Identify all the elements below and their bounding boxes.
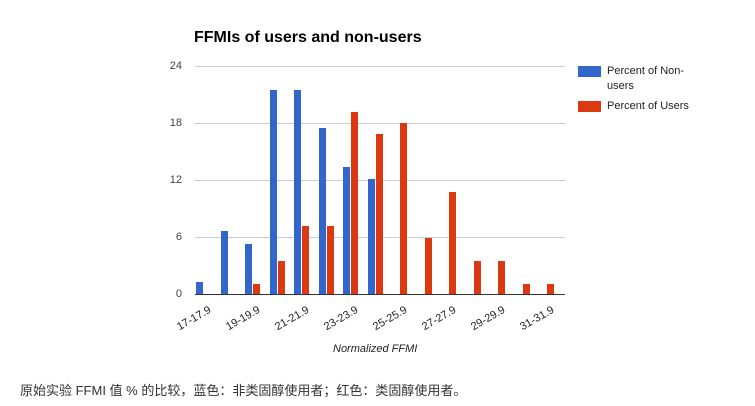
chart-title: FFMIs of users and non-users (194, 29, 422, 46)
x-tick: 23-23.9 (321, 304, 360, 334)
bar-users-29-29.9[interactable] (498, 260, 506, 294)
gridline (195, 66, 565, 67)
bar-non-users-18-18.9[interactable] (220, 231, 228, 294)
bar-non-users-23-23.9[interactable] (343, 166, 351, 294)
plot-area (195, 66, 565, 295)
x-tick: 19-19.9 (223, 304, 262, 334)
bar-users-21-21.9[interactable] (302, 225, 310, 294)
bar-non-users-24-24.9[interactable] (367, 179, 375, 294)
gridline (195, 123, 565, 124)
y-tick-0: 0 (175, 288, 182, 300)
bar-non-users-21-21.9[interactable] (294, 89, 302, 294)
y-tick-18: 18 (169, 117, 182, 129)
x-tick: 31-31.9 (517, 304, 556, 334)
y-tick-6: 6 (175, 231, 182, 243)
bar-users-24-24.9[interactable] (375, 134, 383, 294)
x-tick: 25-25.9 (370, 304, 409, 334)
x-axis-line (195, 294, 565, 295)
bar-users-30-30.9[interactable] (522, 283, 530, 294)
x-axis-label: Normalized FFMI (333, 343, 418, 355)
bar-users-26-26.9[interactable] (424, 237, 432, 294)
bar-users-31-31.9[interactable] (547, 283, 555, 294)
bar-users-20-20.9[interactable] (277, 260, 285, 294)
bar-non-users-20-20.9[interactable] (269, 89, 277, 294)
bar-non-users-19-19.9[interactable] (245, 243, 253, 294)
bar-users-19-19.9[interactable] (253, 283, 261, 294)
figure-caption: 原始实验 FFMI 值 % 的比较，蓝色：非类固醇使用者；红色：类固醇使用者。 (20, 383, 467, 398)
legend-swatch-red (578, 101, 601, 112)
bar-users-25-25.9[interactable] (400, 123, 408, 294)
bar-users-23-23.9[interactable] (351, 111, 359, 294)
x-tick: 17-17.9 (174, 304, 213, 334)
bar-users-22-22.9[interactable] (326, 225, 334, 294)
y-tick-24: 24 (169, 60, 182, 72)
x-tick: 21-21.9 (272, 304, 311, 334)
bar-users-28-28.9[interactable] (473, 260, 481, 294)
legend-label: Percent of Users (607, 100, 689, 112)
bar-non-users-17-17.9[interactable] (196, 281, 204, 294)
bar-users-27-27.9[interactable] (449, 192, 457, 294)
x-tick: 27-27.9 (419, 304, 458, 334)
y-tick-12: 12 (169, 174, 182, 186)
bar-non-users-22-22.9[interactable] (318, 127, 326, 294)
legend-label: Percent of Non-users (607, 65, 685, 92)
legend-swatch-blue (578, 66, 601, 77)
x-tick: 29-29.9 (468, 304, 507, 334)
